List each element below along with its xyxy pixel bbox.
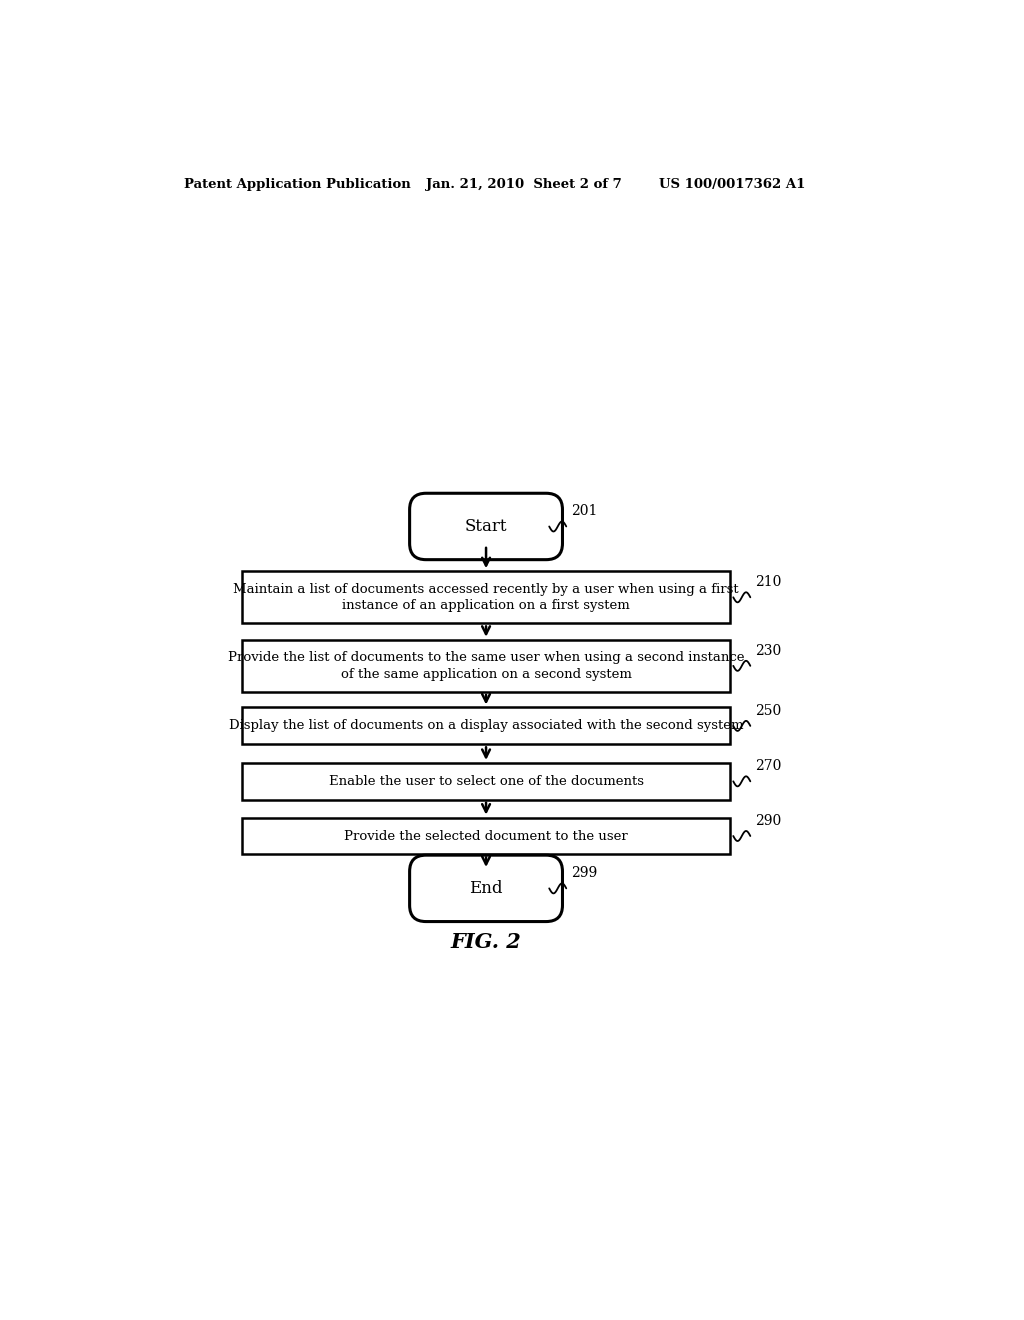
Text: Patent Application Publication: Patent Application Publication bbox=[183, 178, 411, 190]
Text: 299: 299 bbox=[571, 866, 597, 880]
Text: 290: 290 bbox=[755, 814, 781, 828]
Bar bbox=[242, 640, 730, 692]
Text: Enable the user to select one of the documents: Enable the user to select one of the doc… bbox=[329, 775, 643, 788]
Text: 250: 250 bbox=[755, 704, 781, 718]
Text: US 100/0017362 A1: US 100/0017362 A1 bbox=[658, 178, 805, 190]
Text: End: End bbox=[469, 880, 503, 896]
Bar bbox=[242, 817, 730, 854]
Text: 230: 230 bbox=[755, 644, 781, 657]
FancyBboxPatch shape bbox=[410, 855, 562, 921]
FancyBboxPatch shape bbox=[410, 494, 562, 560]
Text: Jan. 21, 2010  Sheet 2 of 7: Jan. 21, 2010 Sheet 2 of 7 bbox=[426, 178, 623, 190]
Text: Provide the selected document to the user: Provide the selected document to the use… bbox=[344, 829, 628, 842]
Text: Display the list of documents on a display associated with the second system: Display the list of documents on a displ… bbox=[228, 719, 743, 733]
Bar bbox=[242, 763, 730, 800]
Text: FIG. 2: FIG. 2 bbox=[451, 932, 521, 952]
Bar bbox=[242, 572, 730, 623]
Text: Start: Start bbox=[465, 517, 507, 535]
Text: Provide the list of documents to the same user when using a second instance
of t: Provide the list of documents to the sam… bbox=[227, 651, 744, 681]
Text: 210: 210 bbox=[755, 576, 781, 589]
Bar bbox=[242, 708, 730, 744]
Text: Maintain a list of documents accessed recently by a user when using a first
inst: Maintain a list of documents accessed re… bbox=[233, 582, 739, 612]
Text: 270: 270 bbox=[755, 759, 781, 774]
Text: 201: 201 bbox=[571, 504, 597, 519]
